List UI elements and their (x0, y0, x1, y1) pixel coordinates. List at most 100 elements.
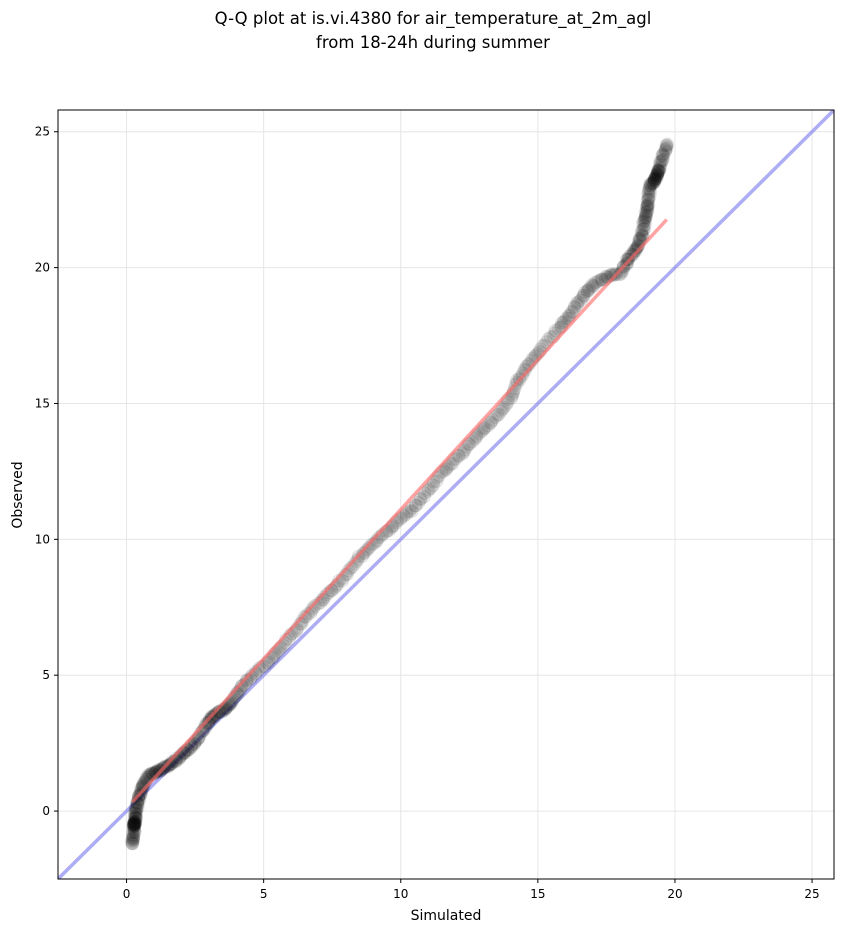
quantile-point (643, 184, 658, 199)
chart-title-line-2: from 18-24h during summer (316, 33, 550, 52)
quantile-point (640, 199, 655, 214)
quantile-point (634, 227, 649, 242)
quantile-point (507, 381, 522, 396)
quantile-point (485, 413, 500, 427)
quantile-point (658, 143, 673, 157)
quantile-point (658, 144, 673, 159)
quantile-point (359, 543, 374, 558)
quantile-point (641, 198, 656, 212)
quantile-point (622, 249, 637, 264)
tail-point (127, 819, 141, 833)
quantile-point (647, 173, 662, 188)
quantile-point (126, 828, 141, 843)
quantile-point (128, 814, 143, 829)
quantile-point (125, 833, 139, 847)
plot-frame (57, 109, 835, 880)
quantile-point (129, 800, 143, 815)
quantile-point (396, 509, 411, 523)
quantile-point (301, 606, 315, 621)
quantile-point (234, 679, 249, 694)
quantile-point (614, 265, 629, 280)
quantile-point (133, 782, 148, 797)
quantile-point (644, 176, 659, 191)
quantile-point (645, 175, 660, 190)
quantile-point (128, 800, 143, 815)
quantile-point (649, 169, 664, 183)
quantile-point (640, 193, 655, 208)
quantile-point (128, 805, 143, 820)
quantile-point (420, 484, 435, 498)
quantile-point (588, 275, 602, 290)
quantile-point (651, 163, 665, 178)
quantile-point (649, 171, 664, 186)
quantile-point (640, 199, 654, 213)
quantile-point (647, 172, 662, 187)
quantile-point (659, 140, 674, 155)
quantile-point (124, 836, 139, 851)
quantile-point (591, 274, 606, 288)
quantile-point (615, 263, 630, 278)
quantile-point (128, 815, 142, 830)
quantile-point (206, 710, 221, 724)
quantile-point (650, 167, 664, 182)
quantile-point (127, 819, 142, 834)
quantile-point (641, 185, 656, 200)
quantile-point (654, 154, 668, 169)
quantile-point (637, 212, 652, 227)
quantile-point (457, 444, 471, 459)
quantile-point (567, 300, 582, 315)
quantile-point (125, 836, 140, 851)
quantile-point (128, 803, 143, 818)
quantile-point (643, 176, 658, 191)
y-tick-label: 10 (35, 532, 50, 546)
y-axis-label: Observed (10, 461, 26, 528)
quantile-point (404, 501, 419, 515)
quantile-point (640, 204, 654, 219)
quantile-point (128, 816, 142, 831)
quantile-point (647, 174, 662, 189)
quantile-point (652, 164, 666, 179)
quantile-point (495, 402, 510, 417)
x-tick-label: 20 (667, 887, 682, 901)
tail-point (128, 815, 142, 829)
quantile-point (577, 285, 592, 300)
quantile-point (646, 175, 661, 190)
quantile-point (639, 205, 654, 220)
chart-title-line-1: Q-Q plot at is.vi.4380 for air_temperatu… (215, 9, 652, 29)
quantile-point (653, 160, 668, 175)
fit-line (131, 218, 669, 803)
quantile-point (128, 811, 143, 825)
quantile-point (201, 716, 216, 730)
quantile-point (161, 759, 175, 774)
grid-lines (58, 110, 834, 879)
quantile-point (612, 267, 627, 282)
quantile-point (638, 214, 653, 229)
quantile-point (561, 308, 576, 323)
quantile-point (624, 247, 639, 262)
quantile-point (239, 673, 254, 688)
quantile-point (582, 281, 597, 296)
quantile-point (162, 757, 177, 772)
quantile-point (647, 172, 662, 187)
quantile-point (650, 164, 665, 179)
x-axis-label: Simulated (411, 908, 482, 924)
quantile-point (129, 811, 143, 826)
quantile-point (655, 148, 670, 163)
quantile-point (413, 491, 428, 506)
y-tick-label: 0 (42, 804, 50, 818)
quantile-point (357, 545, 372, 560)
quantile-point (585, 279, 600, 294)
quantile-point (413, 492, 428, 507)
quantile-point (641, 190, 656, 205)
quantile-point (641, 192, 656, 207)
quantile-point (422, 482, 436, 497)
quantile-point (658, 142, 673, 156)
quantile-point (306, 601, 321, 615)
quantile-point (647, 172, 662, 187)
tail-point (643, 179, 657, 193)
quantile-point (126, 830, 141, 845)
quantile-point (127, 806, 142, 821)
quantile-point (304, 603, 319, 617)
quantile-point (636, 222, 651, 237)
quantile-point (518, 363, 533, 378)
